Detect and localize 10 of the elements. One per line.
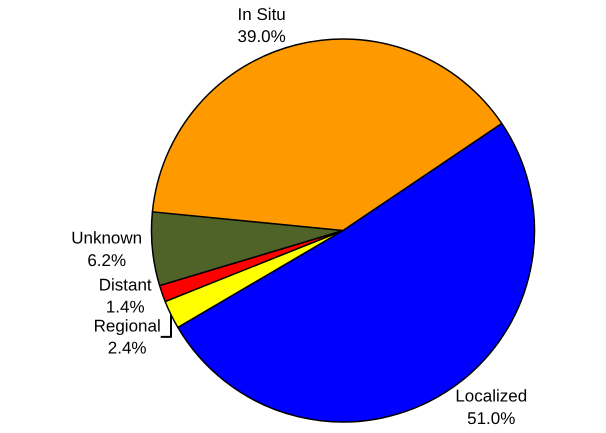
slice-label: Localized — [455, 386, 528, 406]
slice-label: Distant — [98, 275, 152, 294]
data-label: 39.0% — [238, 27, 286, 46]
slice-label: Unknown — [71, 228, 142, 248]
slice-label: In Situ — [238, 4, 286, 24]
data-label: 6.2% — [87, 250, 126, 270]
data-label: 1.4% — [106, 297, 145, 316]
data-label: 2.4% — [108, 338, 147, 358]
data-label: 51.0% — [467, 408, 516, 428]
slice-label: Regional — [94, 316, 161, 336]
